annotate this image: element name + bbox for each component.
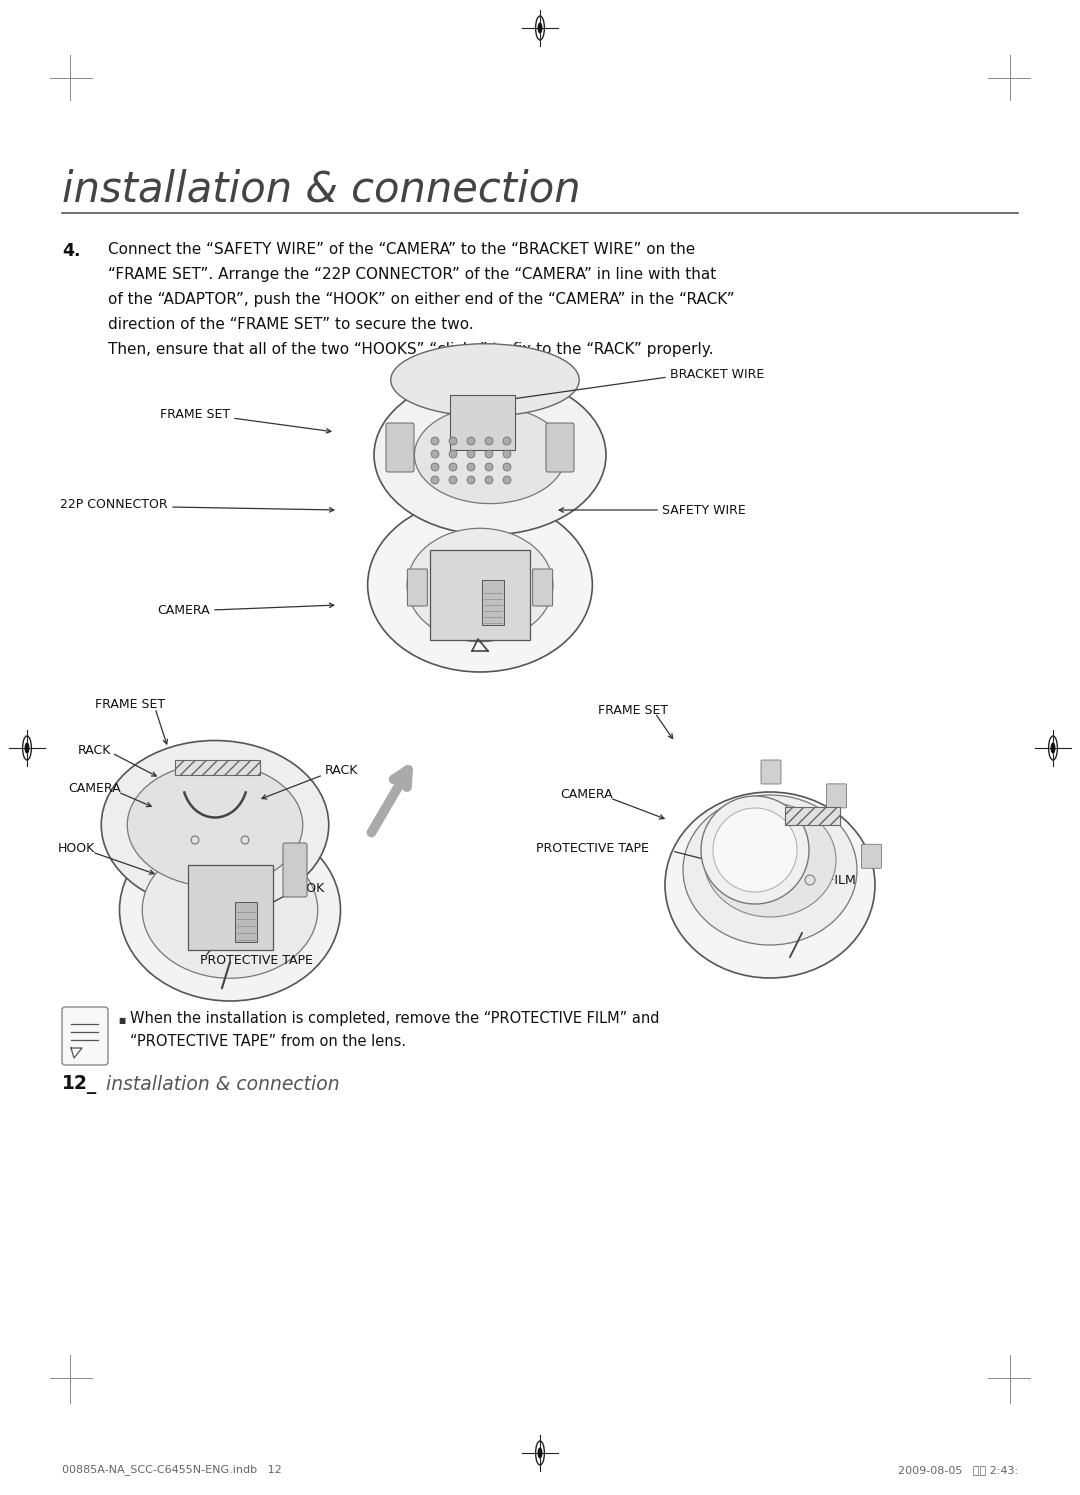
Bar <box>175 759 260 774</box>
Ellipse shape <box>665 792 875 978</box>
FancyBboxPatch shape <box>862 845 881 869</box>
Circle shape <box>701 795 809 904</box>
Circle shape <box>449 463 457 471</box>
Text: 4.: 4. <box>62 242 81 260</box>
Circle shape <box>503 475 511 484</box>
Ellipse shape <box>127 764 302 887</box>
Text: RACK: RACK <box>325 764 359 776</box>
FancyBboxPatch shape <box>546 423 573 472</box>
Text: Connect the “SAFETY WIRE” of the “CAMERA” to the “BRACKET WIRE” on the: Connect the “SAFETY WIRE” of the “CAMERA… <box>108 242 696 257</box>
Circle shape <box>467 450 475 457</box>
Text: PROTECTIVE FILM: PROTECTIVE FILM <box>745 873 855 887</box>
Text: 2009-08-05   오후 2:43:: 2009-08-05 오후 2:43: <box>897 1465 1018 1476</box>
Circle shape <box>516 613 524 622</box>
Text: ■: ■ <box>118 1015 125 1024</box>
Ellipse shape <box>120 819 340 1002</box>
FancyBboxPatch shape <box>386 423 414 472</box>
Text: CAMERA: CAMERA <box>158 604 210 616</box>
Text: Then, ensure that all of the two “HOOKS” “clicks” to fix to the “RACK” properly.: Then, ensure that all of the two “HOOKS”… <box>108 342 714 357</box>
Circle shape <box>449 450 457 457</box>
Circle shape <box>485 475 492 484</box>
Text: installation & connection: installation & connection <box>100 1075 339 1094</box>
Circle shape <box>449 475 457 484</box>
FancyBboxPatch shape <box>761 759 781 783</box>
Ellipse shape <box>391 344 579 416</box>
Circle shape <box>485 450 492 457</box>
Text: When the installation is completed, remove the “PROTECTIVE FILM” and: When the installation is completed, remo… <box>130 1011 660 1026</box>
Circle shape <box>485 463 492 471</box>
Text: HOOK: HOOK <box>288 882 325 894</box>
Ellipse shape <box>367 498 592 671</box>
Circle shape <box>467 475 475 484</box>
Text: FRAME SET: FRAME SET <box>598 704 669 716</box>
FancyBboxPatch shape <box>826 783 847 807</box>
Bar <box>785 807 840 825</box>
Text: CAMERA: CAMERA <box>561 788 612 801</box>
Text: RACK: RACK <box>78 743 111 756</box>
Text: direction of the “FRAME SET” to secure the two.: direction of the “FRAME SET” to secure t… <box>108 317 474 332</box>
Text: FRAME SET: FRAME SET <box>160 408 230 422</box>
Circle shape <box>467 437 475 446</box>
Ellipse shape <box>704 803 836 916</box>
Ellipse shape <box>407 528 553 641</box>
Text: “FRAME SET”. Arrange the “22P CONNECTOR” of the “CAMERA” in line with that: “FRAME SET”. Arrange the “22P CONNECTOR”… <box>108 268 716 283</box>
Ellipse shape <box>25 743 29 753</box>
Text: installation & connection: installation & connection <box>62 167 581 209</box>
Circle shape <box>503 437 511 446</box>
Ellipse shape <box>102 740 328 909</box>
Bar <box>235 901 257 942</box>
Circle shape <box>436 613 444 622</box>
FancyBboxPatch shape <box>62 1008 108 1064</box>
Text: FRAME SET: FRAME SET <box>95 698 165 712</box>
Text: SAFETY WIRE: SAFETY WIRE <box>662 504 746 516</box>
Text: BRACKET WIRE: BRACKET WIRE <box>670 368 765 381</box>
Circle shape <box>503 463 511 471</box>
Ellipse shape <box>374 375 606 535</box>
Bar <box>482 580 504 625</box>
Text: 00885A-NA_SCC-C6455N-ENG.indb   12: 00885A-NA_SCC-C6455N-ENG.indb 12 <box>62 1465 282 1476</box>
Circle shape <box>431 437 438 446</box>
Circle shape <box>467 463 475 471</box>
Circle shape <box>503 450 511 457</box>
Text: PROTECTIVE TAPE: PROTECTIVE TAPE <box>536 842 649 855</box>
Circle shape <box>449 437 457 446</box>
Ellipse shape <box>538 1449 542 1458</box>
Ellipse shape <box>415 407 566 504</box>
Circle shape <box>191 836 199 845</box>
Circle shape <box>713 807 797 893</box>
Text: 12_: 12_ <box>62 1075 97 1094</box>
Bar <box>430 550 530 640</box>
Circle shape <box>241 836 249 845</box>
Circle shape <box>485 437 492 446</box>
FancyBboxPatch shape <box>283 843 307 897</box>
Circle shape <box>805 875 815 885</box>
Circle shape <box>431 463 438 471</box>
Ellipse shape <box>538 24 542 33</box>
Text: “PROTECTIVE TAPE” from on the lens.: “PROTECTIVE TAPE” from on the lens. <box>130 1035 406 1049</box>
Bar <box>450 395 515 450</box>
Text: 22P CONNECTOR: 22P CONNECTOR <box>60 498 168 511</box>
Text: PROTECTIVE TAPE: PROTECTIVE TAPE <box>200 954 313 966</box>
Text: HOOK: HOOK <box>58 842 95 855</box>
Circle shape <box>431 475 438 484</box>
FancyBboxPatch shape <box>407 570 428 605</box>
Text: CAMERA: CAMERA <box>68 782 121 794</box>
Circle shape <box>431 450 438 457</box>
Ellipse shape <box>143 842 318 978</box>
Ellipse shape <box>683 795 858 945</box>
Bar <box>188 866 273 949</box>
Ellipse shape <box>1051 743 1055 753</box>
Text: of the “ADAPTOR”, push the “HOOK” on either end of the “CAMERA” in the “RACK”: of the “ADAPTOR”, push the “HOOK” on eit… <box>108 292 734 306</box>
FancyBboxPatch shape <box>532 570 553 605</box>
